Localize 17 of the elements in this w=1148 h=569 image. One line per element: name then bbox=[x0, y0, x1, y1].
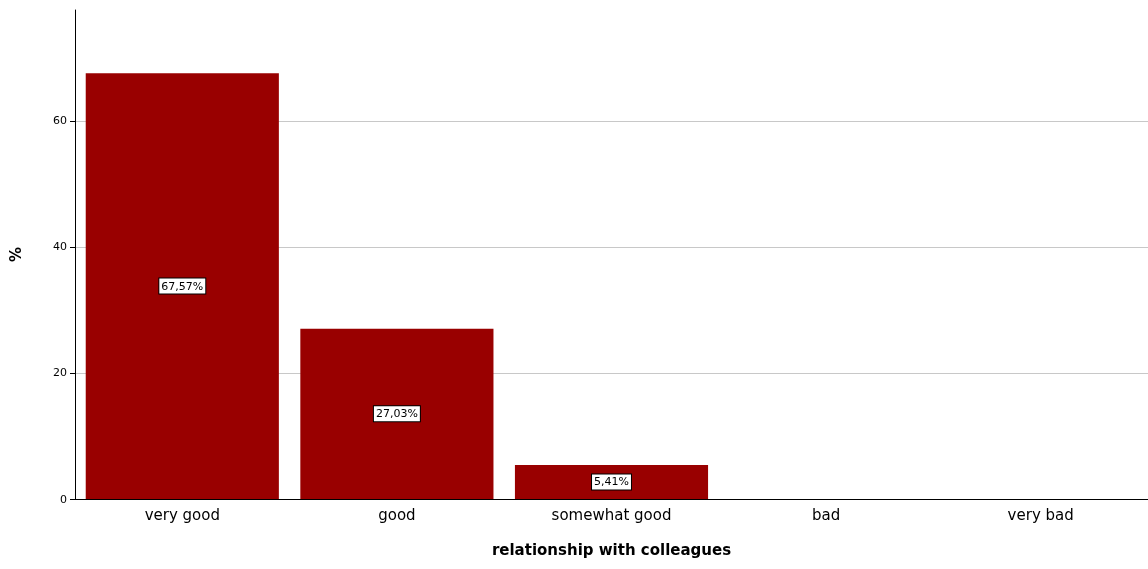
data-label: 67,57% bbox=[161, 279, 204, 293]
x-tick-label: somewhat good bbox=[551, 505, 672, 524]
y-tick-label: 60 bbox=[53, 114, 67, 128]
y-tick-label: 40 bbox=[53, 240, 67, 254]
y-axis-title: % bbox=[6, 246, 25, 263]
x-axis-title: relationship with colleagues bbox=[491, 540, 732, 559]
x-tick-label: good bbox=[378, 505, 416, 524]
y-tick-label: 0 bbox=[60, 492, 67, 506]
bar bbox=[514, 464, 709, 499]
bar bbox=[85, 73, 279, 499]
data-label: 27,03% bbox=[375, 407, 418, 421]
x-tick-label: very bad bbox=[1007, 505, 1074, 524]
data-label: 5,41% bbox=[594, 475, 629, 489]
bar bbox=[300, 328, 494, 499]
x-tick-label: bad bbox=[811, 505, 841, 524]
x-tick-label: very good bbox=[144, 505, 220, 524]
y-tick-label: 20 bbox=[53, 366, 67, 380]
